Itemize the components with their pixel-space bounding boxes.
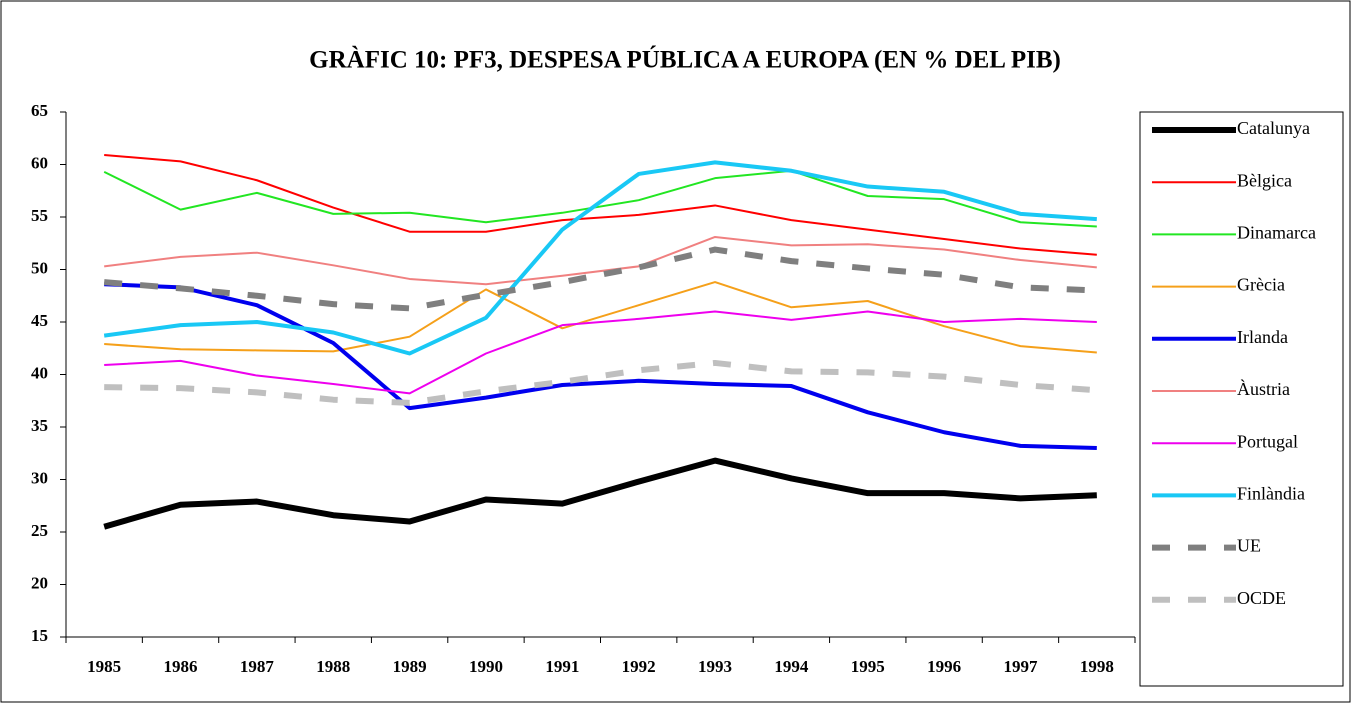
series-line bbox=[103, 457, 1097, 530]
x-tick-label: 1997 bbox=[1003, 657, 1038, 676]
legend-label: Finlàndia bbox=[1237, 484, 1305, 504]
x-tick-label: 1986 bbox=[164, 657, 198, 676]
x-tick-label: 1990 bbox=[469, 657, 503, 676]
series-line bbox=[104, 281, 1097, 354]
x-tick-label: 1992 bbox=[622, 657, 656, 676]
y-tick-label: 20 bbox=[31, 573, 48, 592]
series-line bbox=[104, 359, 1098, 406]
legend-label: Grècia bbox=[1237, 275, 1285, 295]
x-tick-label: 1988 bbox=[316, 657, 350, 676]
legend-label: UE bbox=[1237, 536, 1261, 556]
legend-label: OCDE bbox=[1237, 588, 1286, 608]
legend-label: Portugal bbox=[1237, 431, 1298, 451]
x-tick-label: 1987 bbox=[240, 657, 275, 676]
x-tick-label: 1995 bbox=[851, 657, 885, 676]
x-tick-label: 1991 bbox=[545, 657, 579, 676]
y-tick-label: 55 bbox=[31, 206, 48, 225]
y-tick-label: 25 bbox=[31, 521, 48, 540]
x-tick-label: 1996 bbox=[927, 657, 961, 676]
series-line bbox=[103, 169, 1097, 228]
y-tick-label: 45 bbox=[31, 311, 48, 330]
y-tick-label: 40 bbox=[31, 363, 48, 382]
legend-label: Dinamarca bbox=[1237, 223, 1316, 243]
y-tick-label: 50 bbox=[31, 258, 48, 277]
y-tick-label: 30 bbox=[31, 468, 48, 487]
series-line bbox=[104, 235, 1097, 286]
legend-label: Bèlgica bbox=[1237, 170, 1292, 190]
legend-label: Irlanda bbox=[1237, 327, 1288, 347]
series-line bbox=[103, 246, 1097, 312]
x-tick-label: 1998 bbox=[1080, 657, 1114, 676]
x-tick-label: 1985 bbox=[87, 657, 121, 676]
legend-box bbox=[1139, 111, 1344, 687]
legend-label: Catalunya bbox=[1237, 118, 1310, 138]
y-tick-label: 35 bbox=[31, 416, 48, 435]
y-tick-label: 60 bbox=[31, 153, 48, 172]
x-tick-label: 1994 bbox=[774, 657, 809, 676]
y-tick-label: 15 bbox=[31, 626, 48, 645]
series-line bbox=[104, 310, 1097, 395]
x-tick-label: 1993 bbox=[698, 657, 732, 676]
series-line bbox=[103, 160, 1097, 356]
chart-title: GRÀFIC 10: PF3, DESPESA PÚBLICA A EUROPA… bbox=[309, 46, 1061, 74]
y-tick-label: 65 bbox=[31, 101, 48, 120]
series-line bbox=[104, 154, 1097, 256]
series-line bbox=[104, 282, 1097, 450]
x-tick-label: 1989 bbox=[393, 657, 427, 676]
legend-label: Àustria bbox=[1237, 378, 1290, 399]
